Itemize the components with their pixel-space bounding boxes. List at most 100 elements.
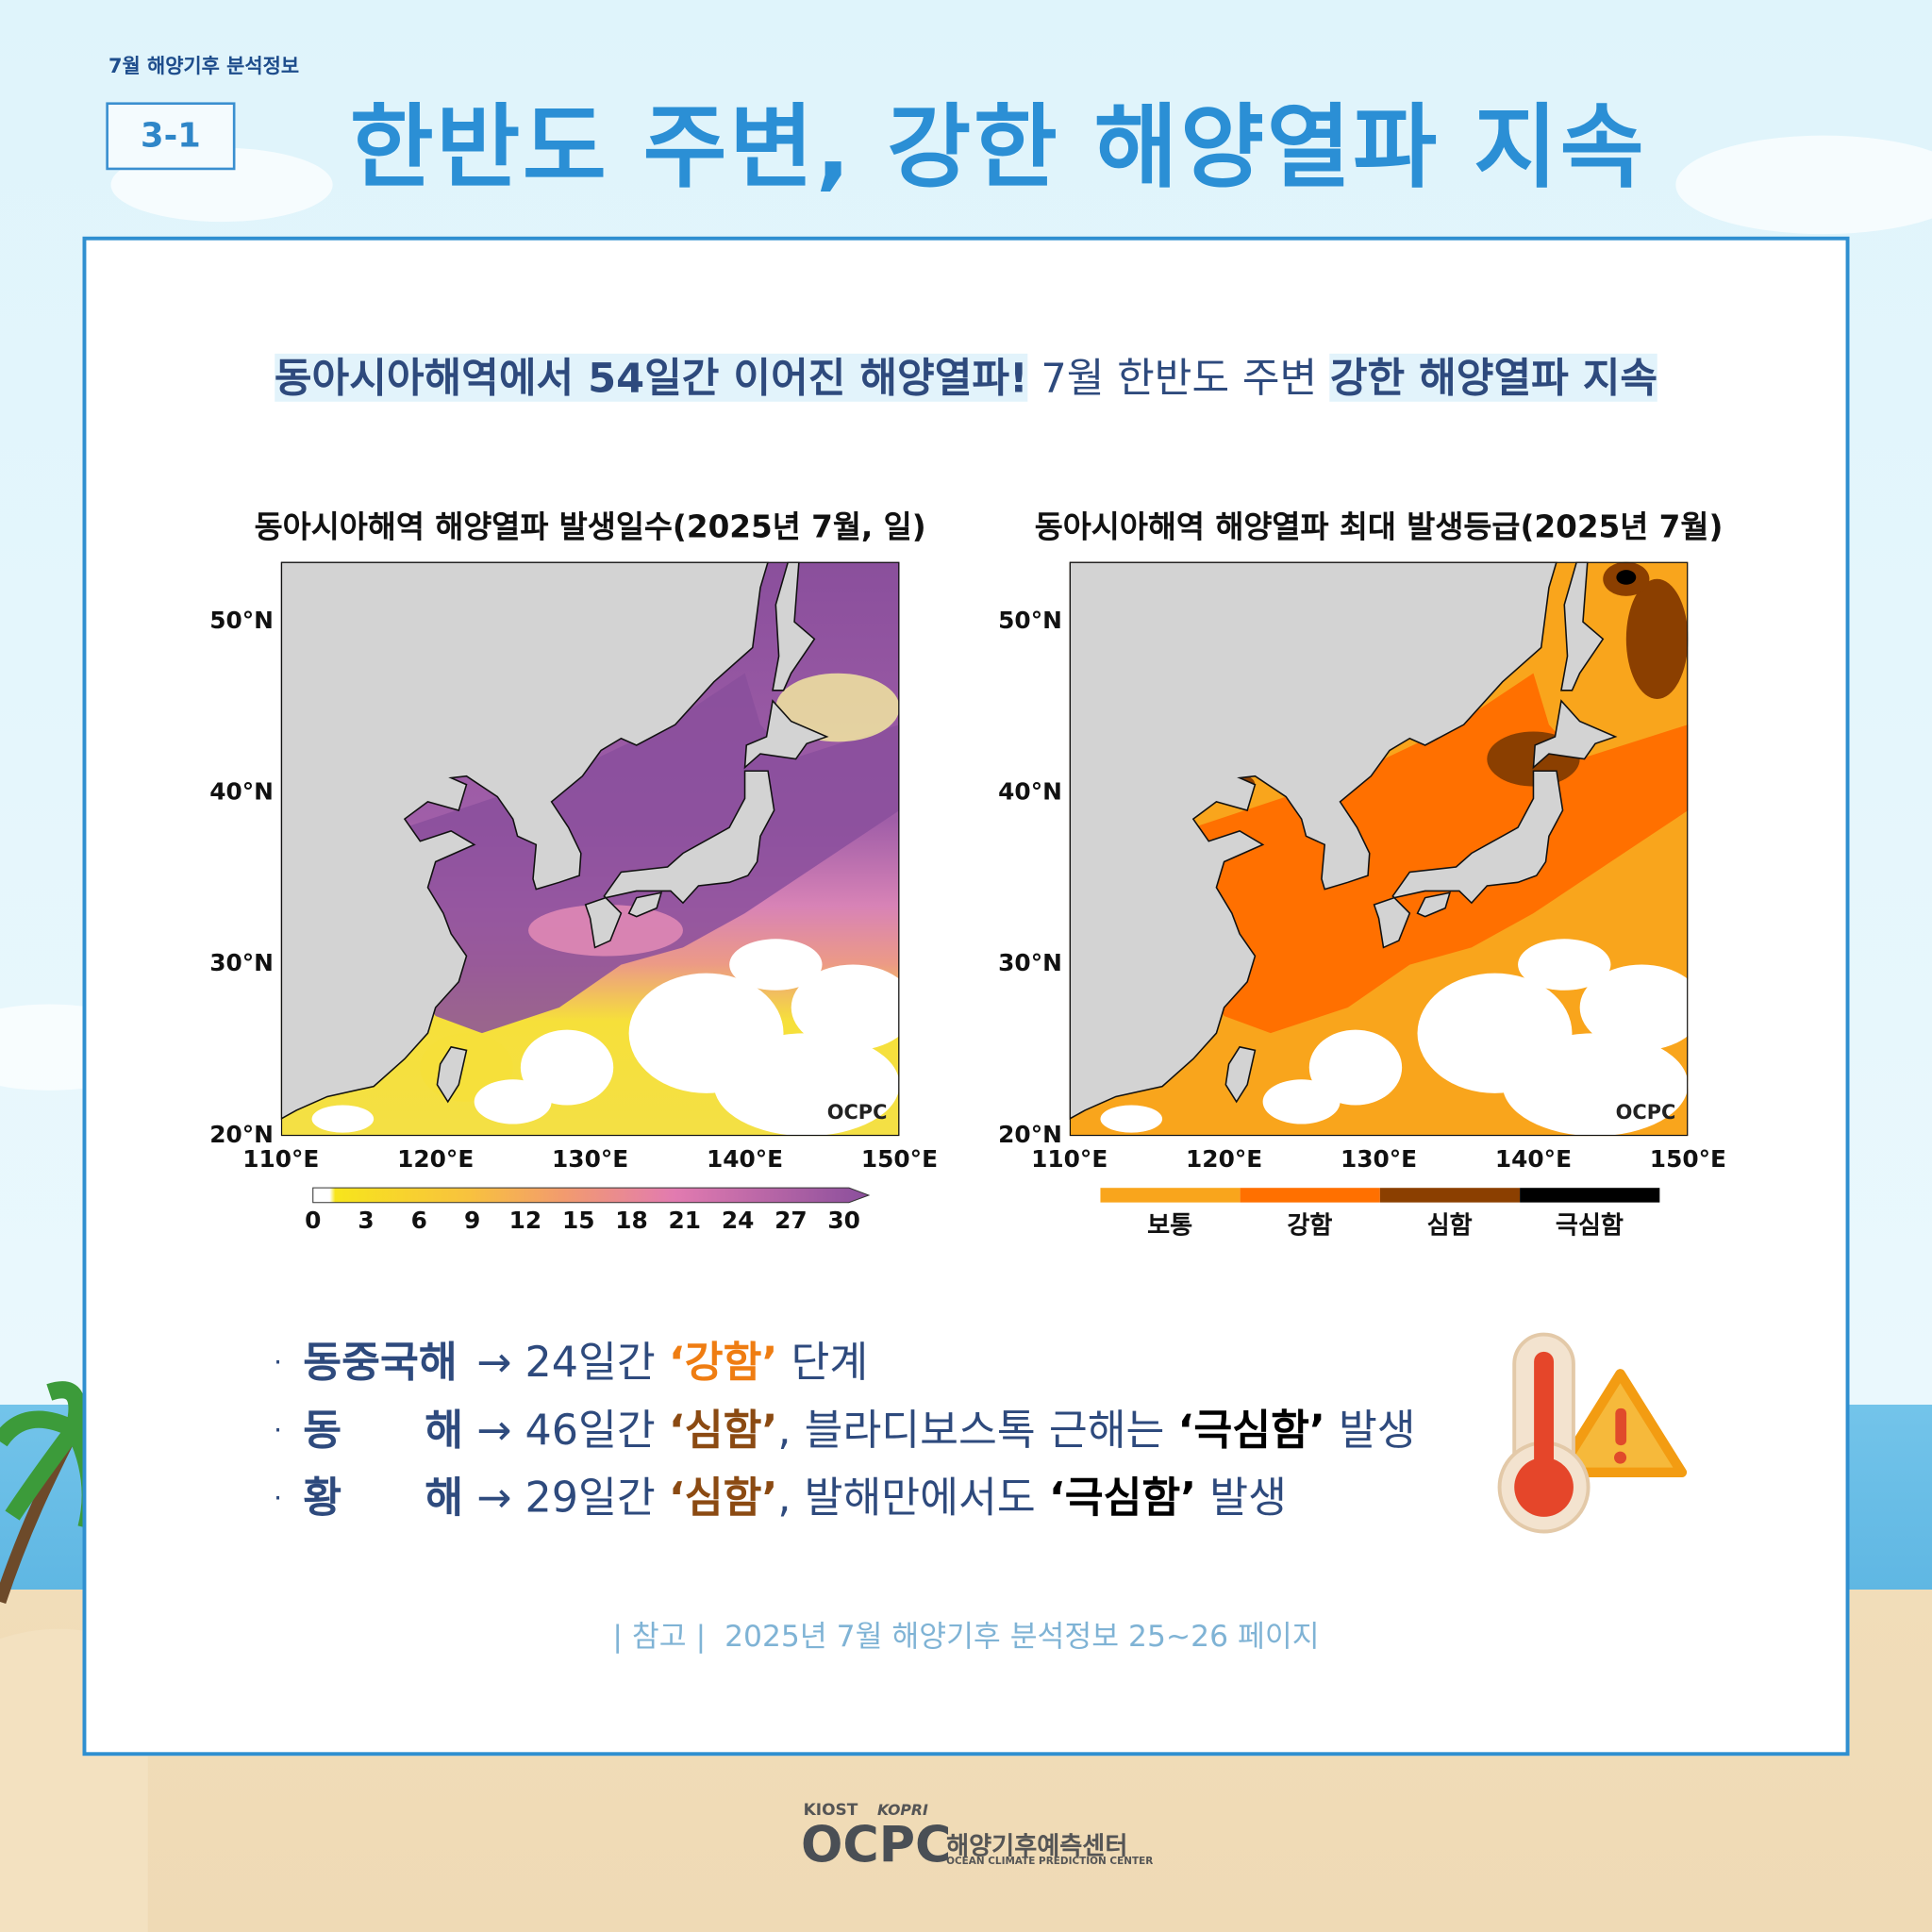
lat-label: 20°N <box>998 1121 1062 1149</box>
ocean-region <box>1625 578 1689 699</box>
legend-label: 보통 <box>1147 1209 1193 1240</box>
map-frame <box>280 561 900 1137</box>
bullet-region: 동중국해 <box>303 1338 458 1388</box>
bullet-region: 황 해 <box>303 1474 464 1524</box>
watermark: OCPC <box>1616 1101 1676 1124</box>
land <box>1373 896 1411 949</box>
ocean-region <box>1502 1033 1689 1137</box>
bullet-item: 동 해 → 46일간 ‘심함’, 블라디보스톡 근해는 ‘극심함’ 발생 <box>274 1396 1416 1457</box>
colorbar-tick-label: 15 <box>561 1207 595 1235</box>
watermark: OCPC <box>827 1101 888 1124</box>
ocean-region <box>775 673 900 742</box>
land <box>436 1045 468 1104</box>
legend-label: 심함 <box>1426 1209 1473 1240</box>
bullet-text: ‘심함’ <box>668 1406 778 1456</box>
legend-swatch <box>1240 1188 1380 1203</box>
colorbar-tick-label: 24 <box>721 1207 755 1235</box>
ocean-region <box>729 939 823 991</box>
series-label: 7월 해양기후 분석정보 <box>108 54 300 78</box>
ocean-region <box>1262 1079 1341 1124</box>
land <box>584 896 623 949</box>
bullet-text: , 블라디보스톡 근해는 <box>777 1406 1178 1456</box>
ocean-region <box>713 1033 900 1137</box>
lon-label: 120°E <box>397 1145 475 1174</box>
ocean-region <box>520 1029 614 1106</box>
colorbar-tick-label: 27 <box>774 1207 808 1235</box>
bullet-text: 발생 <box>1324 1406 1416 1456</box>
kopri-logo: KOPRI <box>876 1801 928 1819</box>
map-frame <box>1069 561 1689 1137</box>
ocean-region <box>1579 964 1689 1051</box>
lon-label: 110°E <box>1031 1145 1108 1174</box>
colorbar-tick-label: 21 <box>668 1207 702 1235</box>
heat-warning-icon <box>1497 1332 1688 1534</box>
bullet-text: → 24일간 <box>463 1338 669 1388</box>
center-name-ko: 해양기후예측센터 <box>946 1830 1128 1861</box>
colorbar-tick-label: 0 <box>305 1207 322 1235</box>
land <box>603 770 775 905</box>
bullet-text: → 46일간 <box>463 1406 669 1456</box>
legend-label: 극심함 <box>1555 1209 1624 1240</box>
land <box>772 561 816 691</box>
lon-label: 140°E <box>1494 1145 1573 1174</box>
colorbar-tick-label: 30 <box>827 1207 860 1235</box>
lat-label: 20°N <box>209 1121 274 1149</box>
land <box>1416 891 1452 918</box>
headline: 동아시아해역에서 54일간 이어진 해양열파! 7월 한반도 주변 강한 해양열… <box>83 345 1850 405</box>
lat-label: 40°N <box>998 778 1062 806</box>
legend <box>1100 1188 1660 1203</box>
ocean-region <box>1308 1029 1403 1106</box>
map: OCPC <box>280 561 900 1137</box>
headline-part: 강한 해양열파 지속 <box>1329 353 1658 402</box>
lat-label: 50°N <box>998 607 1062 635</box>
colorbar <box>312 1187 871 1204</box>
ocean-region <box>404 673 900 1034</box>
lon-label: 150°E <box>1649 1145 1726 1174</box>
page-title: 한반도 주변, 강한 해양열파 지속 <box>349 94 1647 201</box>
bullet-text: , 발해만에서도 <box>777 1474 1049 1524</box>
legend-swatch <box>1520 1188 1660 1203</box>
bullet-item: 동중국해 → 24일간 ‘강함’ 단계 <box>274 1328 868 1389</box>
center-name-en: OCEAN CLIMATE PREDICTION CENTER <box>946 1856 1154 1867</box>
land <box>627 891 663 918</box>
land <box>1560 561 1605 691</box>
bullet-item: 황 해 → 29일간 ‘심함’, 발해만에서도 ‘극심함’ 발생 <box>274 1464 1287 1524</box>
colorbar-ramp <box>312 1187 871 1204</box>
legend-swatch <box>1100 1188 1241 1203</box>
headline-part: 7월 한반도 주변 <box>1027 353 1330 402</box>
lon-label: 140°E <box>706 1145 784 1174</box>
land <box>1532 699 1618 770</box>
bullet-region: 동 해 <box>303 1406 464 1456</box>
legend-swatch <box>1379 1188 1521 1203</box>
bullet-text: ‘강함’ <box>668 1338 778 1388</box>
lon-label: 150°E <box>860 1145 939 1174</box>
ocean-region <box>791 964 900 1051</box>
colorbar-tick-label: 9 <box>463 1207 481 1235</box>
map: OCPC <box>1069 561 1689 1137</box>
bullet-dot <box>274 1484 303 1515</box>
legend-label: 강함 <box>1287 1209 1333 1240</box>
ocean-region <box>1616 570 1637 585</box>
lon-label: 120°E <box>1186 1145 1263 1174</box>
ocean-region <box>1518 939 1611 991</box>
colorbar-tick-label: 12 <box>508 1207 542 1235</box>
colorbar-tick-label: 3 <box>358 1207 375 1235</box>
ocpc-logo: OCPC <box>800 1817 952 1874</box>
land <box>280 561 769 1120</box>
bullet-text: → 29일간 <box>463 1474 669 1524</box>
kiost-logo: KIOST <box>803 1801 858 1821</box>
land <box>1224 1045 1257 1104</box>
colorbar-tick-label: 6 <box>410 1207 427 1235</box>
lon-label: 130°E <box>552 1145 629 1174</box>
bullet-dot <box>274 1348 303 1379</box>
map-title: 동아시아해역 해양열파 최대 발생등급(2025년 7월) <box>1034 508 1724 545</box>
reference: | 참고 | 2025년 7월 해양기후 분석정보 25~26 페이지 <box>612 1619 1320 1654</box>
section-badge: 3-1 <box>106 102 236 171</box>
bullet-text: 발생 <box>1196 1474 1287 1524</box>
ocean-region <box>311 1105 375 1133</box>
bullet-dot <box>274 1416 303 1447</box>
lat-label: 30°N <box>209 949 274 977</box>
lon-label: 130°E <box>1340 1145 1418 1174</box>
land <box>743 699 829 770</box>
